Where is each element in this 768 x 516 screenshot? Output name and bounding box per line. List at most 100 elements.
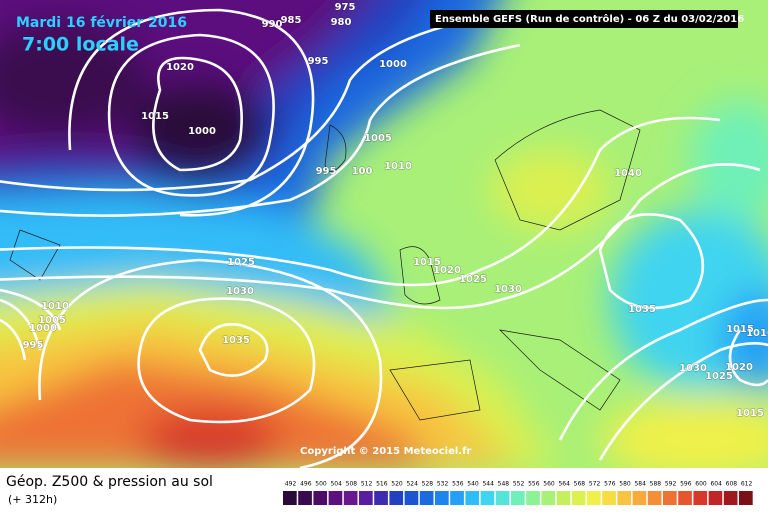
scale-label: 528 — [422, 481, 434, 488]
scale-swatch — [678, 491, 692, 505]
field — [0, 0, 768, 468]
scale-swatch — [359, 491, 373, 505]
isobar-label: 1030 — [679, 363, 707, 374]
scale-swatch — [435, 491, 449, 505]
scale-label: 500 — [315, 481, 327, 488]
scale-swatch — [556, 491, 571, 505]
scale-label: 540 — [467, 481, 479, 488]
color-scale: 492 496 500 504 508 512 516 520 524 528 532 536 540 5… — [283, 481, 753, 505]
scale-label: 596 — [680, 481, 692, 488]
isobar-label: 980 — [331, 17, 352, 28]
scale-swatch — [617, 491, 632, 505]
isobar-label: 990 — [262, 19, 283, 30]
copyright: Copyright © 2015 Meteociel.fr — [300, 446, 471, 457]
isobar-label: 1015 — [413, 257, 441, 268]
scale-swatch — [495, 491, 510, 505]
isobar-label: 1010 — [41, 301, 69, 312]
scale-label: 508 — [346, 481, 358, 488]
scale-label: 600 — [695, 481, 707, 488]
scale-swatch — [663, 491, 677, 505]
isobar-label: 1000 — [29, 323, 57, 334]
scale-swatch — [708, 491, 723, 505]
scale-label: 552 — [513, 481, 525, 488]
isobar-label: 1030 — [494, 284, 522, 295]
isobar-label: 1040 — [614, 168, 642, 179]
scale-label: 548 — [498, 481, 510, 488]
isobar-label: 1005 — [38, 315, 66, 326]
isobar-label: 975 — [335, 2, 356, 13]
isobar-label: 1015 — [141, 111, 169, 122]
isobar-label: 1015 — [726, 324, 754, 335]
scale-label: 608 — [726, 481, 738, 488]
scale-label: 576 — [604, 481, 616, 488]
scale-swatch — [511, 491, 525, 505]
scale-swatch — [571, 491, 586, 505]
scale-swatch — [328, 491, 343, 505]
scale-label: 592 — [665, 481, 677, 488]
isobar-label: 1020 — [725, 362, 753, 373]
scale-swatch — [739, 491, 753, 505]
scale-label: 580 — [619, 481, 631, 488]
isobar-label: 985 — [281, 15, 302, 26]
isobar-label: 1020 — [166, 62, 194, 73]
scale-swatch — [404, 491, 419, 505]
isobar-label: 1005 — [364, 133, 392, 144]
scale-label: 524 — [406, 481, 418, 488]
scale-label: 512 — [361, 481, 373, 488]
scale-label: 612 — [741, 481, 753, 488]
isobar-label: 1035 — [222, 335, 250, 346]
isobar-label: 995 — [308, 56, 329, 67]
scale-swatch — [343, 491, 358, 505]
isobar-label: 1025 — [227, 257, 255, 268]
scale-swatch — [313, 491, 328, 505]
scale-swatch — [602, 491, 616, 505]
scale-label: 604 — [710, 481, 722, 488]
scale-swatch — [480, 491, 495, 505]
isobar-label: 1000 — [379, 59, 407, 70]
isobar-label: 995 — [316, 166, 337, 177]
scale-swatch — [541, 491, 556, 505]
scale-label: 520 — [391, 481, 403, 488]
isobar-label: 1020 — [433, 265, 461, 276]
scale-label: 504 — [330, 481, 342, 488]
scale-swatch — [647, 491, 662, 505]
scale-swatch — [465, 491, 480, 505]
scale-swatch — [526, 491, 540, 505]
isobar-label: 995 — [23, 340, 44, 351]
product-title: Géop. Z500 & pression au sol — [6, 474, 213, 490]
isobar-label: 1025 — [705, 371, 733, 382]
scale-label: 588 — [650, 481, 662, 488]
isobar-label: 100 — [352, 166, 373, 177]
scale-label: 584 — [634, 481, 646, 488]
isobar-label: 1035 — [628, 304, 656, 315]
valid-date: Mardi 16 février 2016 — [16, 15, 187, 31]
scale-label: 496 — [300, 481, 312, 488]
scale-label: 572 — [589, 481, 601, 488]
valid-time: 7:00 locale — [22, 34, 139, 56]
isobar-label: 1015 — [736, 408, 764, 419]
scale-swatch — [374, 491, 388, 505]
scale-swatch — [283, 491, 297, 505]
isobar-label: 1025 — [459, 274, 487, 285]
scale-swatch — [632, 491, 647, 505]
scale-label: 536 — [452, 481, 464, 488]
scale-swatch — [723, 491, 738, 505]
scale-label: 564 — [558, 481, 570, 488]
isobar-label: 1010 — [384, 161, 412, 172]
isobar-label: 1030 — [226, 286, 254, 297]
scale-swatch — [389, 491, 404, 505]
scale-label: 492 — [285, 481, 297, 488]
scale-swatch — [450, 491, 464, 505]
scale-label: 560 — [543, 481, 555, 488]
scale-label: 556 — [528, 481, 540, 488]
scale-swatch — [298, 491, 312, 505]
isobar-label: 1010 — [746, 328, 768, 339]
scale-swatch — [587, 491, 601, 505]
scale-label: 544 — [482, 481, 494, 488]
isobar-label: 1000 — [188, 126, 216, 137]
scale-swatch — [693, 491, 708, 505]
scale-label: 532 — [437, 481, 449, 488]
